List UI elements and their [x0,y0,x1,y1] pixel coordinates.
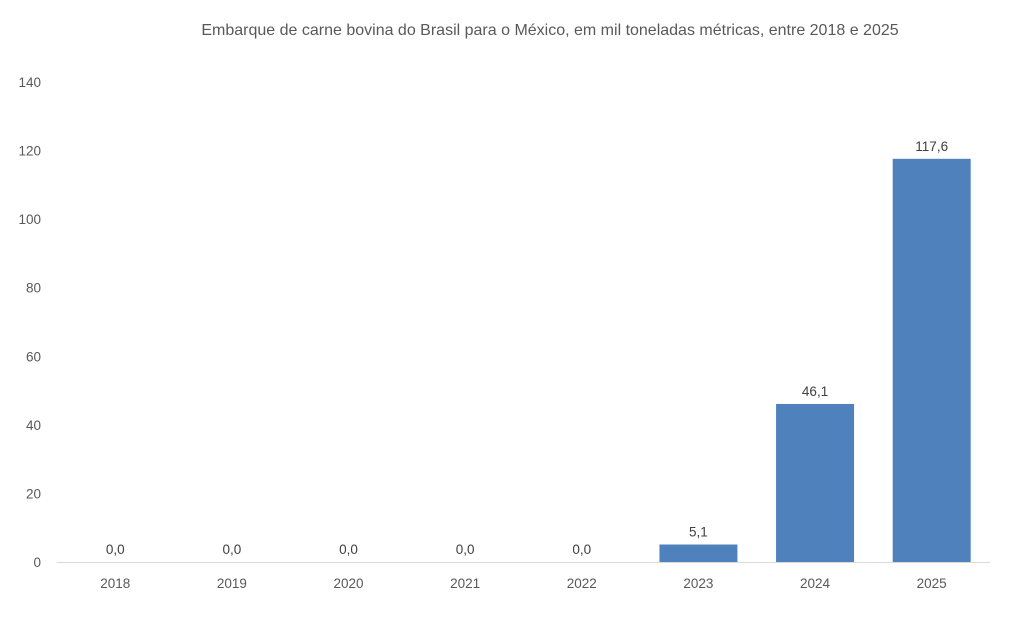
y-tick-label: 0 [33,555,41,570]
y-tick-label: 20 [26,486,41,501]
y-tick-label: 80 [26,281,41,296]
bar-2024 [776,403,855,562]
bar-2025 [892,158,971,563]
data-label-2025: 117,6 [915,139,948,154]
y-tick-label: 120 [18,144,41,159]
data-label-2021: 0,0 [456,542,475,557]
y-tick-label: 140 [18,75,41,90]
x-tick-label: 2018 [100,576,130,591]
y-tick-label: 100 [18,212,41,227]
x-tick-label: 2024 [800,576,831,591]
x-tick-label: 2021 [450,576,480,591]
data-label-2020: 0,0 [339,542,358,557]
y-tick-label: 40 [26,418,41,433]
data-label-2019: 0,0 [223,542,242,557]
data-label-2024: 46,1 [802,384,828,399]
x-tick-label: 2022 [567,576,597,591]
chart-title: Embarque de carne bovina do Brasil para … [201,22,899,39]
x-tick-label: 2025 [917,576,947,591]
data-label-2018: 0,0 [106,542,125,557]
x-tick-label: 2020 [334,576,364,591]
bar-2023 [659,544,738,562]
data-label-2023: 5,1 [689,525,708,540]
y-tick-label: 60 [26,349,41,364]
x-tick-label: 2019 [217,576,247,591]
x-tick-label: 2023 [683,576,713,591]
data-label-2022: 0,0 [572,542,591,557]
